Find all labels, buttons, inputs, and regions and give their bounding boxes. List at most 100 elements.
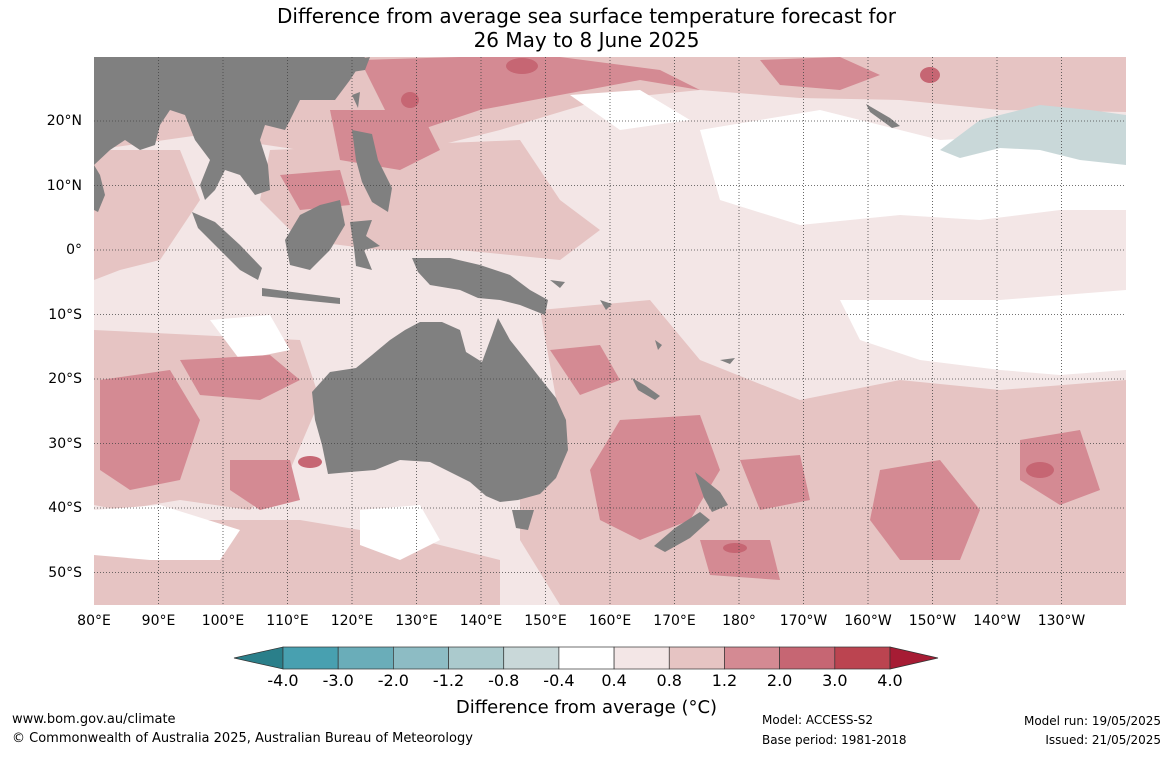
- hot-spot-5: [1026, 462, 1054, 478]
- taiwan: [352, 92, 360, 108]
- colorbar-tick-label: -4.0: [267, 671, 299, 690]
- hot-spot-2: [401, 92, 419, 108]
- colorbar-max-extension: [889, 646, 939, 670]
- warm-south-pacific-2: [870, 460, 980, 560]
- longitude-tick-label: 170°W: [779, 613, 828, 629]
- warm-south-pacific-1: [740, 455, 810, 510]
- footer-model: Model: ACCESS-S2: [762, 713, 874, 727]
- map-area: [94, 57, 1126, 605]
- new-guinea: [412, 258, 548, 315]
- map-title: Difference from average sea surface temp…: [0, 4, 1173, 52]
- colorbar-swatch: [337, 646, 394, 670]
- longitude-tick-label: 180°: [722, 613, 756, 629]
- warm-south-pacific-3: [1020, 430, 1100, 505]
- cool-anomaly-patch: [940, 105, 1126, 165]
- near-zero-blob-2: [210, 315, 290, 360]
- warm-indian-south-2: [180, 355, 300, 400]
- colorbar-tick-label: -3.0: [322, 671, 354, 690]
- australia: [312, 318, 568, 502]
- latitude-tick-label: 40°S: [48, 500, 82, 516]
- colorbar-swatch: [668, 646, 725, 670]
- colorbar-tick-label: -0.8: [488, 671, 520, 690]
- near-zero-blob-3: [570, 90, 690, 130]
- colorbar: [233, 646, 939, 670]
- longitude-tick-label: 140°W: [973, 613, 1021, 629]
- warm-tasman-1: [550, 345, 620, 395]
- colorbar-tick-label: 4.0: [877, 671, 903, 690]
- anomaly-band-near-zero: [94, 90, 1126, 560]
- latitude-tick-label: 20°S: [48, 371, 82, 387]
- colorbar-tick-label: 0.8: [656, 671, 682, 690]
- band-indian-ocean: [94, 150, 200, 280]
- colorbar-swatch: [393, 646, 449, 670]
- colorbar-swatch: [779, 646, 836, 670]
- hot-spot-4: [723, 543, 747, 553]
- footer-url[interactable]: www.bom.gov.au/climate: [12, 712, 176, 727]
- footer-issued: Issued: 21/05/2025: [1045, 733, 1161, 747]
- colorbar-tick-label: 2.0: [766, 671, 793, 690]
- title-line-2: 26 May to 8 June 2025: [473, 28, 700, 52]
- colorbar-tick-label: -2.0: [377, 671, 409, 690]
- longitude-tick-label: 130°E: [395, 613, 438, 629]
- near-zero-south-pacific: [840, 290, 1126, 375]
- band-west-pacific: [260, 140, 600, 260]
- latitude-tick-label: 10°S: [48, 306, 82, 323]
- footer-model-run: Model run: 19/05/2025: [1023, 714, 1161, 728]
- colorbar-tick-label: 3.0: [822, 671, 848, 690]
- borneo: [285, 200, 345, 270]
- title-line-1: Difference from average sea surface temp…: [276, 4, 896, 28]
- longitude-tick-label: 150°E: [524, 613, 567, 629]
- longitude-tick-label: 140°E: [459, 613, 503, 629]
- longitude-tick-label: 100°E: [201, 613, 245, 629]
- sulawesi: [350, 220, 380, 270]
- colorbar-swatch: [724, 646, 780, 670]
- near-zero-blob-1: [360, 505, 440, 560]
- longitude-tick-label: 80°E: [77, 613, 111, 629]
- graticule: [94, 57, 1126, 605]
- colorbar-swatch: [558, 646, 615, 670]
- colorbar-tick-label: -1.2: [432, 671, 465, 690]
- latitude-tick-label: 30°S: [48, 435, 82, 452]
- longitude-tick-label: 160°W: [844, 613, 892, 629]
- warm-north-east-1: [760, 57, 880, 90]
- land: [94, 57, 900, 552]
- longitude-tick-label: 150°W: [908, 613, 957, 629]
- colorbar-swatch: [282, 646, 339, 670]
- new-zealand-south: [654, 512, 710, 552]
- longitude-tick-label: 170°E: [653, 613, 696, 629]
- latitude-tick-label: 20°N: [46, 113, 82, 129]
- longitude-tick-label: 110°E: [266, 613, 309, 629]
- warm-north-pacific-1: [360, 57, 700, 130]
- colorbar-swatch: [613, 646, 670, 670]
- colorbar-tick-label: -0.4: [543, 671, 575, 690]
- footer-base-period: Base period: 1981-2018: [762, 733, 907, 747]
- longitude-tick-label: 130°W: [1037, 613, 1086, 629]
- philippines: [352, 130, 392, 212]
- footer-copyright: © Commonwealth of Australia 2025, Austra…: [12, 731, 473, 746]
- new-zealand-north: [695, 472, 728, 512]
- asia-mainland: [94, 57, 365, 200]
- colorbar-swatch: [834, 646, 891, 670]
- colorbar-tick-label: 1.2: [711, 671, 738, 690]
- india-tip: [94, 165, 105, 212]
- near-zero-south-west: [94, 505, 240, 560]
- latitude-tick-label: 50°S: [48, 564, 82, 581]
- warm-indian-south-3: [230, 460, 300, 510]
- japan-south: [350, 57, 370, 72]
- longitude-tick-label: 120°E: [330, 613, 374, 629]
- colorbar-swatch: [448, 646, 505, 670]
- colorbar-tick-label: 0.4: [601, 671, 627, 690]
- warm-tasman-2: [590, 415, 720, 540]
- colorbar-min-extension: [233, 646, 284, 670]
- sumatra: [192, 212, 262, 280]
- band-tasman-pacific: [520, 300, 1126, 605]
- hot-spot-3: [298, 456, 322, 468]
- warm-south-china-sea: [280, 170, 350, 210]
- anomaly-band-3-4: [298, 58, 1054, 553]
- hot-spot-6: [920, 67, 940, 83]
- hawaii: [866, 104, 900, 128]
- hot-spot-1: [506, 58, 538, 74]
- anomaly-band-2-3: [100, 57, 1100, 580]
- new-caledonia: [632, 378, 660, 400]
